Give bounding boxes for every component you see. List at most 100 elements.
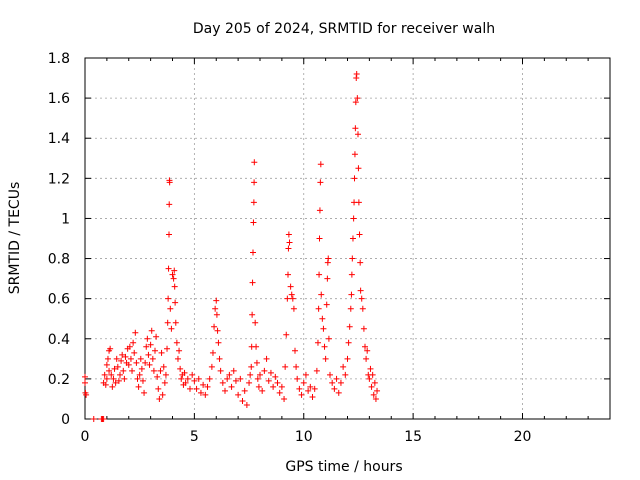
data-point [165, 265, 172, 272]
chart-title: Day 205 of 2024, SRMTID for receiver wal… [193, 21, 495, 37]
data-point [239, 397, 246, 404]
x-tick-label: 20 [514, 429, 532, 445]
data-point [137, 355, 144, 362]
data-point [250, 249, 256, 256]
data-point [212, 305, 219, 312]
data-point [298, 391, 305, 398]
data-point [274, 379, 281, 386]
data-point [139, 377, 146, 384]
data-point [143, 343, 150, 350]
data-point [316, 271, 323, 278]
data-point [364, 347, 371, 354]
data-point [263, 355, 270, 362]
data-point [344, 355, 351, 362]
data-point [90, 416, 97, 422]
data-point [170, 275, 177, 282]
data-point [352, 99, 359, 106]
data-point [315, 305, 322, 312]
data-point [191, 377, 198, 384]
data-point [252, 319, 259, 326]
data-point [317, 179, 324, 186]
x-tick-labels: 0 5 10 15 20 [81, 429, 532, 445]
data-point [267, 369, 274, 376]
data-point [129, 367, 136, 374]
data-point [103, 375, 110, 382]
data-point [265, 377, 272, 384]
data-point [168, 325, 175, 332]
data-point [350, 215, 357, 222]
data-point [368, 383, 375, 390]
data-point [172, 319, 179, 326]
y-tick-label: 0 [61, 412, 70, 428]
data-point [355, 199, 362, 206]
data-point [369, 371, 376, 378]
data-point [181, 369, 188, 376]
data-point [302, 371, 309, 378]
data-point [159, 391, 166, 398]
data-point [206, 375, 213, 382]
data-point [307, 383, 314, 390]
data-point [237, 375, 244, 382]
data-point [296, 385, 303, 392]
data-point [100, 416, 107, 422]
data-point [187, 385, 193, 392]
data-point [288, 291, 295, 298]
data-point [325, 255, 332, 262]
data-point [164, 319, 171, 326]
data-point [217, 367, 224, 374]
data-point [367, 365, 374, 372]
data-point [318, 291, 325, 298]
data-point [219, 379, 226, 386]
data-point [145, 351, 152, 358]
data-point [141, 389, 148, 396]
data-point [166, 231, 172, 238]
data-point [176, 347, 183, 354]
data-point [356, 231, 363, 238]
data-point [314, 339, 321, 346]
data-point [329, 379, 336, 386]
data-point [158, 349, 165, 356]
data-point [108, 371, 115, 378]
data-point [331, 385, 338, 392]
data-point [166, 179, 173, 186]
data-point [349, 255, 356, 262]
data-point [142, 359, 149, 366]
data-point [130, 339, 137, 346]
data-point [324, 275, 331, 282]
data-point [351, 175, 358, 182]
data-point [374, 387, 381, 394]
data-point [352, 125, 359, 132]
data-point [165, 295, 172, 302]
data-point [147, 341, 154, 348]
y-tick-label: 1 [61, 211, 70, 227]
data-point [250, 219, 257, 226]
grid-lines [85, 58, 610, 419]
data-point [155, 385, 162, 392]
y-tick-label: 1.6 [48, 91, 70, 107]
data-point [286, 239, 293, 246]
data-point [282, 363, 289, 370]
data-point [107, 345, 114, 352]
data-point [327, 371, 333, 378]
data-point [213, 311, 220, 318]
data-point [189, 371, 196, 378]
data-point [247, 371, 254, 378]
data-point [281, 395, 288, 402]
data-point [249, 311, 256, 318]
data-point [300, 379, 307, 386]
data-point [157, 367, 164, 374]
data-point [111, 365, 118, 372]
data-point [109, 383, 116, 390]
data-point [276, 389, 283, 396]
data-point [319, 315, 326, 322]
data-point [370, 391, 377, 398]
data-point [102, 381, 109, 388]
data-point [243, 401, 250, 408]
data-point [285, 245, 292, 252]
data-point [172, 299, 179, 306]
data-point [193, 385, 200, 392]
data-point [246, 379, 253, 386]
data-point [214, 327, 221, 334]
data-point [359, 305, 366, 312]
data-point [222, 387, 228, 394]
